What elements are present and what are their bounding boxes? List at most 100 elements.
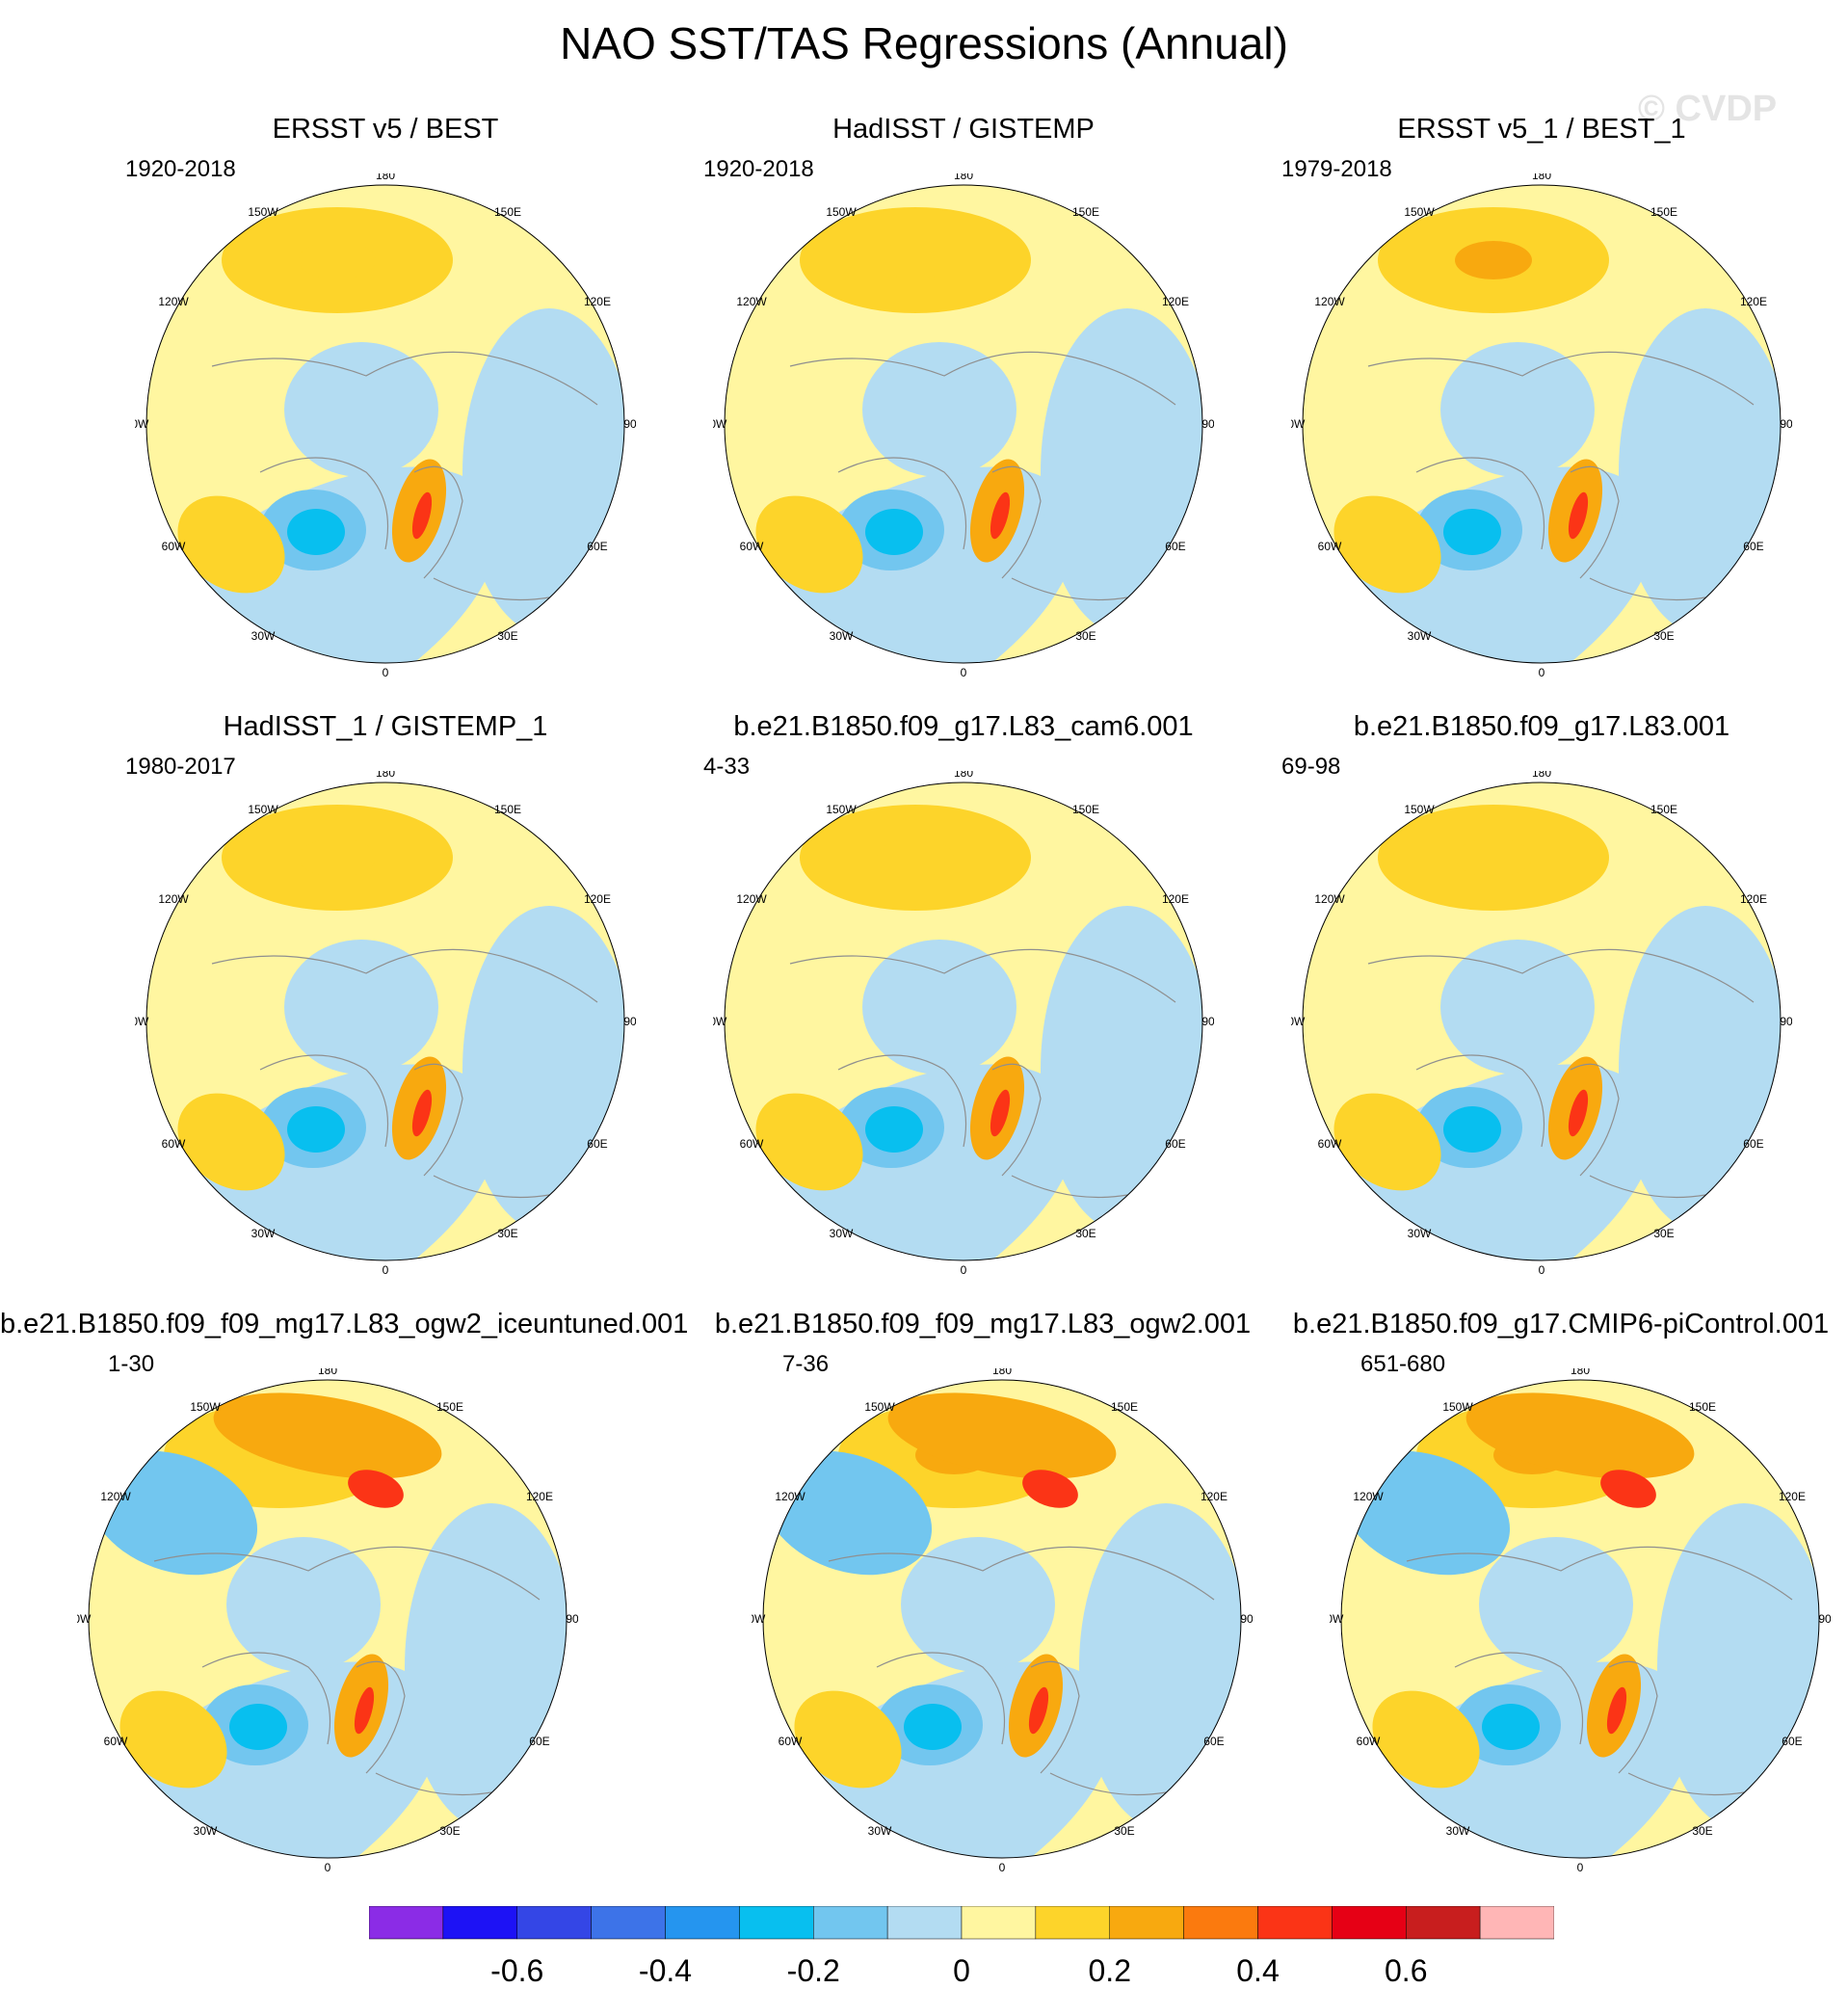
longitude-label: 150W	[1404, 803, 1435, 816]
longitude-label: 0	[961, 1263, 967, 1277]
longitude-label: 90E	[566, 1612, 578, 1626]
panel-title: ERSST v5 / BEST	[272, 114, 499, 145]
longitude-label: 180	[1571, 1368, 1590, 1377]
scandinavia-core	[990, 1089, 1011, 1137]
labrador-core	[865, 509, 923, 555]
scandinavia-core	[1568, 1089, 1589, 1137]
longitude-label: 30E	[497, 629, 517, 643]
colorbar-swatch	[442, 1906, 517, 1940]
longitude-label: 120E	[1779, 1490, 1806, 1503]
longitude-label: 120W	[1314, 892, 1345, 906]
map-boundary	[762, 1379, 1242, 1859]
colorbar-tick-label: -0.4	[639, 1953, 692, 1988]
pacific-cool-band	[462, 308, 624, 636]
coastline	[1367, 948, 1755, 1199]
longitude-label: 0	[1539, 666, 1545, 679]
colorbar-swatch	[665, 1906, 740, 1940]
longitude-label: 120E	[584, 892, 611, 906]
pacific-cool-band	[1041, 906, 1202, 1233]
colorbar-swatch	[1109, 1906, 1184, 1940]
colorbar-swatch	[1406, 1906, 1481, 1940]
longitude-label: 120E	[1162, 892, 1189, 906]
map-panel: b.e21.B1850.f09_g17.L83.001 180 150E 120E 90…	[1253, 711, 1831, 1299]
longitude-label: 0	[383, 1263, 389, 1277]
panel-years: 1980-2017	[125, 754, 236, 780]
longitude-label: 90W	[752, 1612, 766, 1626]
subtropical-warm-patch	[119, 1690, 227, 1789]
longitude-label: 60E	[1743, 540, 1763, 553]
longitude-label: 150E	[436, 1400, 463, 1414]
longitude-label: 150W	[826, 803, 857, 816]
page-title: NAO SST/TAS Regressions (Annual)	[560, 18, 1288, 68]
longitude-label: 120E	[526, 1490, 553, 1503]
longitude-label: 30W	[1408, 629, 1432, 643]
longitude-label: 0	[383, 666, 389, 679]
longitude-label: 90E	[1780, 1015, 1792, 1028]
coastline	[789, 351, 1176, 601]
map-boundary	[1340, 1379, 1820, 1859]
pacific-cool-band	[462, 906, 624, 1233]
colorbar-tick-label: 0.6	[1385, 1953, 1427, 1988]
longitude-label: 150W	[826, 205, 857, 219]
panel-title: HadISST_1 / GISTEMP_1	[223, 711, 548, 742]
panel-years: 1920-2018	[125, 156, 236, 182]
colorbar-swatch	[739, 1906, 814, 1940]
north-pacific-core	[1455, 241, 1532, 279]
map-boundary	[1302, 782, 1782, 1261]
longitude-label: 150E	[1072, 205, 1099, 219]
map-boundary	[88, 1379, 568, 1859]
panel-title: HadISST / GISTEMP	[832, 114, 1095, 145]
longitude-label: 60W	[162, 540, 186, 553]
panel-title: b.e21.B1850.f09_g17.CMIP6-piControl.001	[1292, 1309, 1830, 1339]
colorbar-tick-label: 0.4	[1236, 1953, 1279, 1988]
longitude-label: 150E	[1689, 1400, 1716, 1414]
map-panel: ERSST v5_1 / BEST_1 180 150E 120E 90E 60E 30E 0…	[1253, 114, 1831, 702]
arctic-cool-region	[1479, 1537, 1633, 1672]
longitude-label: 90W	[77, 1612, 92, 1626]
longitude-label: 180	[376, 173, 395, 182]
labrador-core	[1443, 1106, 1501, 1153]
longitude-label: 120W	[158, 892, 189, 906]
north-pacific-core	[299, 838, 376, 877]
scandinavia-core	[354, 1686, 375, 1735]
longitude-label: 60W	[740, 540, 764, 553]
longitude-label: 30W	[251, 1227, 276, 1240]
map-panel: HadISST_1 / GISTEMP_1 180 150E 120E 90E 60E 30…	[96, 711, 674, 1299]
longitude-label: 60W	[1318, 1137, 1342, 1151]
longitude-label: 150W	[864, 1400, 895, 1414]
longitude-label: 90W	[1330, 1612, 1344, 1626]
panel-title: b.e21.B1850.f09_f09_mg17.L83_ogw2.001	[714, 1309, 1252, 1339]
map-panel: b.e21.B1850.f09_g17.L83_cam6.001 180 150E 1…	[674, 711, 1253, 1299]
coastline	[153, 1546, 541, 1796]
kuroshio-warm	[213, 1392, 442, 1479]
coastline	[211, 351, 598, 601]
subtropical-warm-patch	[177, 495, 285, 594]
colorbar-tick-label: -0.2	[787, 1953, 840, 1988]
labrador-core	[229, 1704, 287, 1750]
longitude-label: 120W	[775, 1490, 805, 1503]
longitude-label: 120E	[1740, 295, 1767, 308]
panel-title: b.e21.B1850.f09_g17.L83.001	[1353, 711, 1730, 742]
longitude-label: 30E	[1653, 1227, 1674, 1240]
panel-title: b.e21.B1850.f09_g17.L83_cam6.001	[733, 711, 1194, 742]
longitude-label: 150W	[1442, 1400, 1473, 1414]
longitude-label: 60W	[740, 1137, 764, 1151]
polar-map: 180 150E 120E 90E 60E 30E 0 30W 60W 90W 120W 150W	[1291, 173, 1792, 679]
longitude-label: 180	[318, 1368, 337, 1377]
north-pacific-core	[1455, 838, 1532, 877]
longitude-label: 120W	[158, 295, 189, 308]
polar-map: 180 150E 120E 90E 60E 30E 0 30W 60W 90W 120W 150W	[135, 771, 636, 1277]
colorbar-swatch	[1479, 1906, 1554, 1940]
scandinavia-core	[411, 491, 433, 540]
map-panel: b.e21.B1850.f09_g17.CMIP6-piControl.001 1…	[1253, 1309, 1848, 1896]
kuroshio-warm	[887, 1392, 1117, 1479]
longitude-label: 120E	[1740, 892, 1767, 906]
map-panel: HadISST / GISTEMP 180 150E 120E 90E 60E 30E 0 30…	[674, 114, 1253, 702]
kuroshio-warm	[1465, 1392, 1695, 1479]
kuroshio-core	[1022, 1470, 1078, 1508]
coastline	[211, 948, 598, 1199]
longitude-label: 30W	[1408, 1227, 1432, 1240]
colorbar-tick-label: 0.2	[1089, 1953, 1131, 1988]
longitude-label: 0	[1539, 1263, 1545, 1277]
longitude-label: 150E	[494, 205, 521, 219]
